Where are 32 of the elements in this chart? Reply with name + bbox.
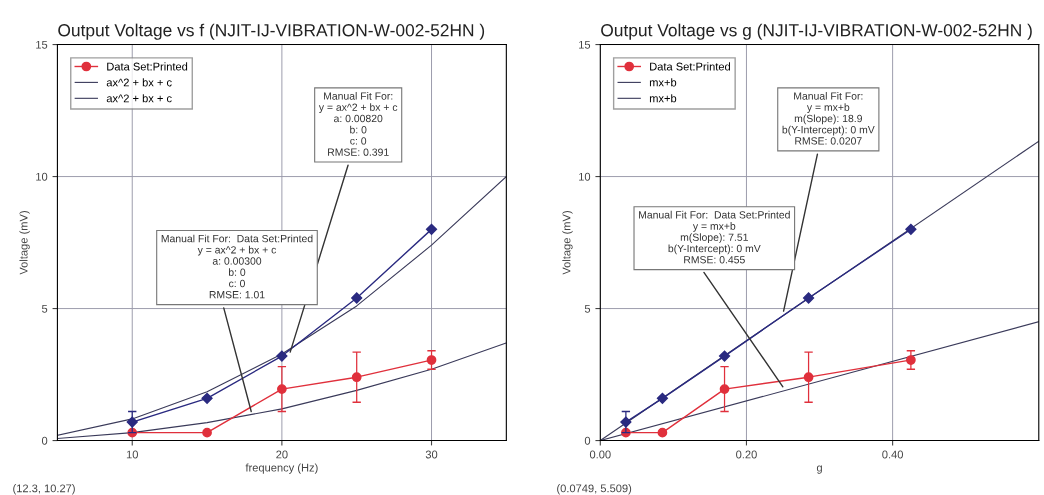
y-axis-title: Voltage (mV)	[19, 211, 30, 275]
x-tick-label: 0.20	[736, 450, 757, 459]
legend-label: Data Set:Printed	[107, 62, 188, 71]
annotation: Manual Fit For: Data Set:Printed y = mx+b m(Slope): 7.51 b(Y-Intercept): 0 mV RMSE: 0.455	[639, 210, 790, 264]
chart-title: Output Voltage vs f (NJIT-IJ-VIBRATION-W-002-52HN )	[58, 23, 485, 40]
legend-label: mx+b	[649, 94, 677, 103]
legend-label: Data Set:Printed	[650, 62, 730, 71]
text: (0.0749, 5.509)	[557, 484, 632, 495]
y-tick-label: 15	[36, 40, 48, 49]
x-axis-title: frequency (Hz)	[245, 463, 318, 474]
y-tick-label: 0	[584, 436, 591, 445]
y-tick-label: 5	[584, 304, 591, 313]
x-tick-label: 20	[276, 450, 288, 459]
legend-label: ax^2 + bx + c	[106, 94, 172, 103]
y-axis-title: Voltage (mV)	[562, 211, 573, 275]
x-tick-label: 0.40	[882, 450, 903, 459]
annotation: Manual Fit For: y = mx+b m(Slope): 18.9 b(Y-Intercept): 0 mV RMSE: 0.0207	[782, 92, 875, 145]
y-tick-label: 10	[36, 172, 48, 181]
legend-label: mx+b	[649, 78, 677, 87]
x-tick-label: 30	[425, 450, 438, 459]
legend-label: ax^2 + bx + c	[106, 78, 172, 87]
y-tick-label: 15	[579, 40, 591, 49]
annotation: Manual Fit For: Data Set:Printed y = ax^2 + bx + c a: 0.00300 b: 0 c: 0 RMSE: 1.01	[161, 234, 313, 299]
annotation: Manual Fit For: y = ax^2 + bx + c a: 0.00820 b: 0 c: 0 RMSE: 0.391	[318, 92, 398, 156]
y-tick-label: 10	[579, 172, 591, 181]
y-tick-label: 5	[41, 304, 48, 313]
x-axis-title: g	[816, 465, 822, 474]
text: (12.3, 10.27)	[13, 484, 75, 495]
x-tick-label: 10	[126, 450, 138, 459]
chart-title: Output Voltage vs g (NJIT-IJ-VIBRATION-W-002-52HN )	[601, 23, 1032, 40]
y-tick-label: 0	[41, 436, 48, 445]
x-tick-label: 0.00	[589, 450, 611, 459]
